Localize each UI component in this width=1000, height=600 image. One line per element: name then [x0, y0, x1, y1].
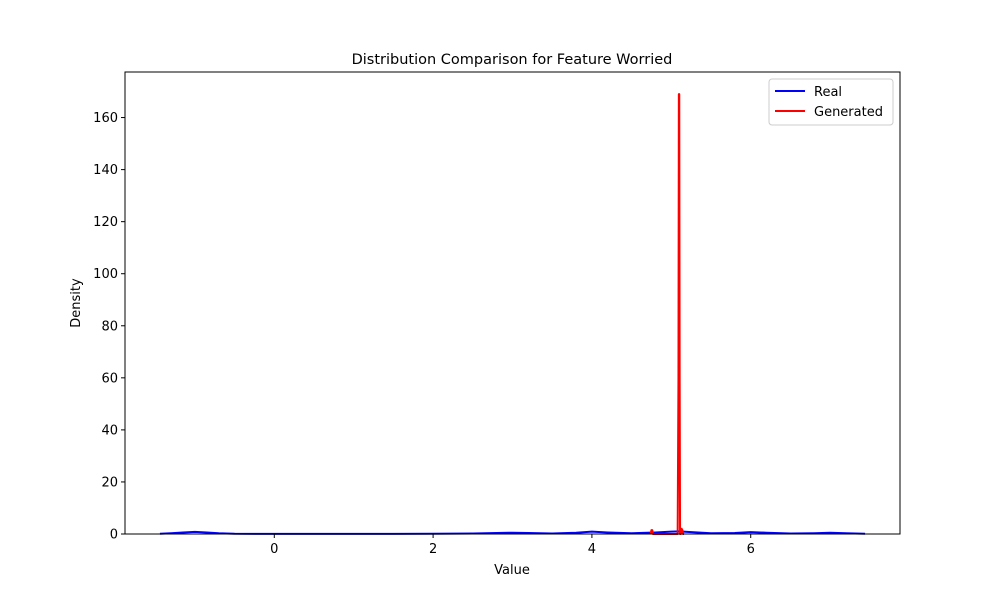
y-tick-label: 0 — [110, 528, 118, 543]
x-tick-label: 4 — [588, 542, 596, 557]
x-axis-label: Value — [494, 563, 530, 578]
x-tick-label: 6 — [747, 542, 755, 557]
y-tick-label: 40 — [101, 423, 118, 438]
y-axis-label: Density — [69, 278, 84, 328]
legend: Real Generated — [769, 79, 893, 125]
y-tick-label: 20 — [101, 475, 118, 490]
x-axis-ticks: 0 2 4 6 — [270, 534, 755, 557]
y-tick-label: 80 — [101, 319, 118, 334]
legend-label-generated: Generated — [814, 105, 883, 120]
series-line-generated — [651, 94, 684, 534]
legend-label-real: Real — [814, 85, 842, 100]
y-tick-label: 160 — [93, 111, 118, 126]
chart-title: Distribution Comparison for Feature Worr… — [352, 52, 673, 68]
x-tick-label: 2 — [429, 542, 437, 557]
x-tick-label: 0 — [270, 542, 278, 557]
series-line-real — [160, 531, 865, 533]
y-tick-label: 140 — [93, 163, 118, 178]
y-tick-label: 100 — [93, 267, 118, 282]
y-tick-label: 120 — [93, 215, 118, 230]
plot-area-frame — [125, 72, 900, 534]
y-tick-label: 60 — [101, 371, 118, 386]
plot-lines — [160, 94, 865, 534]
y-axis-ticks: 0 20 40 60 80 100 120 140 160 — [93, 111, 125, 542]
